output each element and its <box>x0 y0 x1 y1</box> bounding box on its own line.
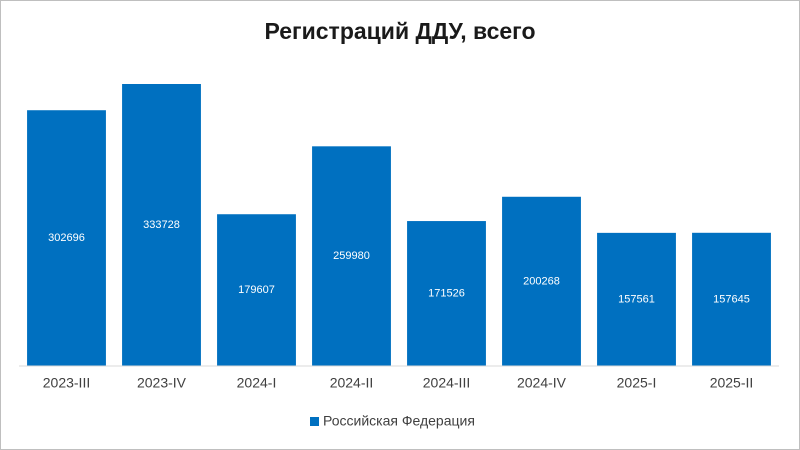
bar <box>597 232 676 366</box>
data-label: 157645 <box>713 293 750 305</box>
bar <box>502 196 581 366</box>
x-tick-label: 2025-I <box>617 375 657 391</box>
data-label: 171526 <box>428 287 465 299</box>
x-tick-label: 2024-II <box>330 375 374 391</box>
bar <box>27 110 106 367</box>
x-tick-label: 2024-III <box>423 375 470 391</box>
chart-title: Регистраций ДДУ, всего <box>264 18 535 44</box>
bar <box>217 214 296 366</box>
x-tick-label: 2023-III <box>43 375 90 391</box>
x-tick-label: 2024-I <box>237 375 277 391</box>
data-label: 259980 <box>333 250 370 262</box>
bar <box>312 146 391 366</box>
x-tick-label: 2025-II <box>710 375 754 391</box>
x-tick-label: 2024-IV <box>517 375 567 391</box>
bar <box>122 84 201 366</box>
data-label: 302696 <box>48 232 85 244</box>
data-label: 333728 <box>143 219 180 231</box>
legend-swatch <box>310 417 319 426</box>
x-tick-label: 2023-IV <box>137 375 187 391</box>
bar <box>692 232 771 366</box>
bar <box>407 221 486 366</box>
data-label: 179607 <box>238 284 275 296</box>
data-label: 200268 <box>523 275 560 287</box>
legend-label: Российская Федерация <box>323 413 475 429</box>
data-label: 157561 <box>618 293 655 305</box>
